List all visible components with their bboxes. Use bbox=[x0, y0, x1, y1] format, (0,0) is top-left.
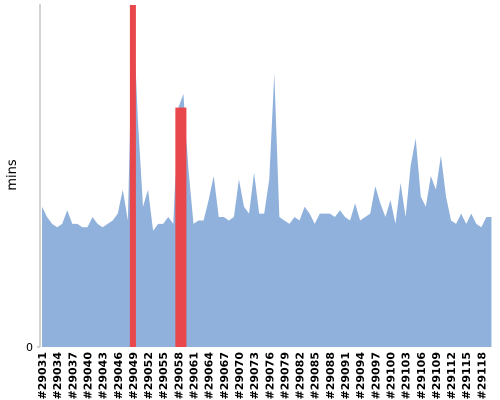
x-tick-label: #29037 bbox=[66, 352, 79, 400]
x-tick-label: #29094 bbox=[354, 352, 367, 400]
y-axis-label: mins bbox=[5, 159, 20, 191]
x-tick-label: #29067 bbox=[218, 352, 231, 400]
x-tick-label: #29106 bbox=[415, 352, 428, 400]
x-tick-label: #29061 bbox=[188, 352, 201, 400]
x-tick-label: #29058 bbox=[172, 352, 185, 400]
x-tick-label: #29070 bbox=[233, 352, 246, 400]
x-tick-label: #29118 bbox=[475, 352, 488, 400]
x-tick-label: #29115 bbox=[460, 352, 473, 400]
area bbox=[42, 5, 492, 347]
x-tick-label: #29085 bbox=[309, 352, 322, 400]
x-tick-label: #29112 bbox=[445, 352, 458, 400]
x-tick-label: #29064 bbox=[203, 352, 216, 400]
x-tick-label: #29046 bbox=[112, 352, 125, 400]
x-tick-label: #29076 bbox=[263, 352, 276, 400]
x-tick-label: #29043 bbox=[97, 352, 110, 400]
x-tick-label: #29109 bbox=[430, 352, 443, 400]
highlight-bar bbox=[180, 107, 187, 347]
x-tick-label: #29073 bbox=[248, 352, 261, 400]
plot-area bbox=[42, 5, 492, 347]
x-tick-label: #29052 bbox=[142, 352, 155, 400]
x-tick-label: #29031 bbox=[36, 352, 49, 400]
x-tick-label: #29049 bbox=[127, 352, 140, 400]
x-tick-label: #29097 bbox=[369, 352, 382, 400]
x-tick-label: #29055 bbox=[157, 352, 170, 400]
x-tick-label: #29082 bbox=[294, 352, 307, 400]
highlight-bar bbox=[129, 5, 136, 347]
y-tick-label: 0 bbox=[26, 341, 33, 354]
x-tick-label: #29088 bbox=[324, 352, 337, 400]
x-tick-label: #29100 bbox=[384, 352, 397, 400]
x-tick-label: #29079 bbox=[278, 352, 291, 400]
x-tick-label: #29091 bbox=[339, 352, 352, 400]
x-tick-label: #29034 bbox=[51, 352, 64, 400]
highlight-bar bbox=[175, 107, 182, 347]
x-tick-label: #29040 bbox=[81, 352, 94, 400]
x-tick-label: #29103 bbox=[400, 352, 413, 400]
